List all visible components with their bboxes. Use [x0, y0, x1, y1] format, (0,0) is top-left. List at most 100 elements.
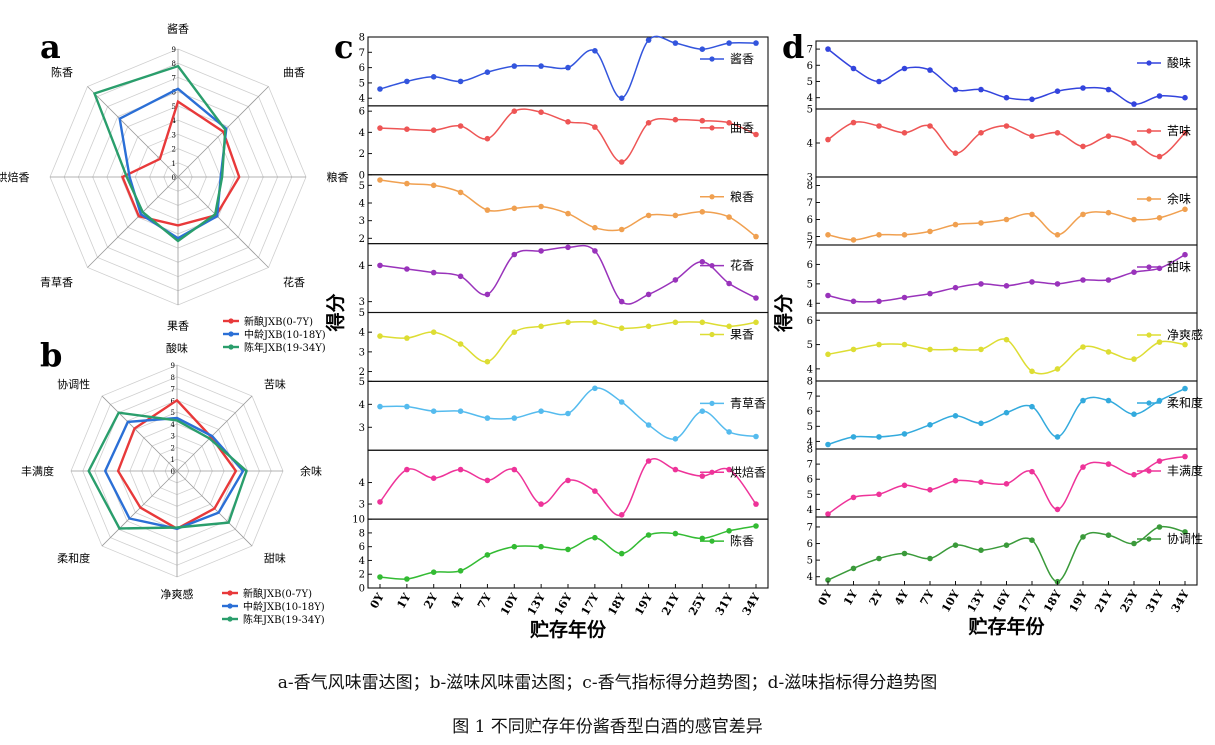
- subplot-frame: [367, 518, 769, 589]
- data-point: [592, 488, 598, 494]
- data-point: [1131, 140, 1137, 146]
- data-point: [592, 248, 598, 254]
- radar-series-polygon: [92, 64, 227, 243]
- data-point: [511, 543, 518, 550]
- data-point: [952, 284, 959, 291]
- data-point: [645, 291, 652, 298]
- data-point: [952, 542, 959, 548]
- series-line: [379, 320, 757, 363]
- data-point: [699, 259, 706, 265]
- data-point: [1080, 277, 1086, 283]
- radar-spoke: [87, 176, 179, 268]
- legend-marker: [1146, 60, 1152, 66]
- legend-marker: [227, 603, 233, 609]
- data-point: [978, 220, 984, 226]
- legend-entry: 曲香: [730, 121, 754, 135]
- y-tick-label: 4: [807, 505, 813, 516]
- y-tick-label: 2: [359, 149, 365, 160]
- data-point: [618, 512, 625, 518]
- data-point: [457, 189, 464, 196]
- data-point: [1156, 458, 1163, 464]
- subplot-frame: [367, 449, 769, 520]
- data-point: [404, 180, 410, 187]
- data-point: [511, 205, 518, 212]
- data-point: [430, 182, 437, 189]
- data-point: [430, 269, 437, 276]
- legend-marker: [1146, 332, 1152, 338]
- y-tick-label: 4: [359, 94, 365, 105]
- data-point: [825, 46, 831, 52]
- data-point: [404, 266, 410, 272]
- data-point: [927, 555, 933, 562]
- data-point: [618, 325, 625, 332]
- data-point: [850, 65, 857, 72]
- data-point: [825, 577, 831, 583]
- data-point: [952, 150, 959, 156]
- data-point: [645, 532, 652, 538]
- legend-entry: 中龄JXB(10-18Y): [243, 600, 325, 613]
- data-point: [1003, 409, 1010, 416]
- legend-entry: 花香: [730, 258, 754, 273]
- radar-spoke: [177, 176, 269, 268]
- data-point: [876, 491, 882, 498]
- data-point: [699, 209, 706, 215]
- y-tick-label: 4: [359, 400, 365, 411]
- y-tick-label: 7: [807, 198, 813, 209]
- legend-entry: 酱香: [730, 51, 754, 66]
- data-point: [753, 501, 759, 507]
- data-point: [901, 341, 908, 348]
- data-point: [1156, 524, 1163, 530]
- data-point: [538, 248, 544, 254]
- series-line: [827, 254, 1186, 303]
- data-point: [404, 126, 410, 132]
- data-point: [952, 477, 959, 484]
- stacked-line-chart-d: 4567酸味345苦味5678余味4567甜味456净爽感45678柔和度456…: [772, 40, 1203, 638]
- data-point: [565, 546, 571, 553]
- data-point: [699, 117, 706, 124]
- legend-entry: 新酿JXB(0-7Y): [243, 587, 312, 600]
- x-tick-label: 10Y: [498, 591, 521, 618]
- data-point: [927, 346, 933, 353]
- data-point: [565, 244, 571, 251]
- data-point: [430, 569, 437, 575]
- data-point: [377, 499, 383, 505]
- y-tick-label: 6: [807, 260, 813, 271]
- y-tick-label: 7: [807, 45, 813, 56]
- x-tick-label: 0Y: [368, 591, 387, 611]
- radar-axis-label: 苦味: [264, 378, 286, 391]
- x-tick-label: 13Y: [525, 591, 548, 618]
- radar-axis-label: 净爽感: [161, 587, 194, 601]
- data-point: [1029, 133, 1035, 139]
- data-point: [753, 433, 759, 440]
- data-point: [457, 341, 464, 347]
- data-point: [1054, 232, 1061, 238]
- data-point: [1054, 434, 1061, 440]
- subplot-frame: [815, 176, 1198, 246]
- radar-tick-label: 2: [172, 146, 176, 154]
- radar-axis-label: 曲香: [283, 66, 305, 79]
- data-point: [726, 280, 732, 287]
- y-tick-label: 3: [359, 423, 365, 434]
- data-point: [978, 420, 984, 427]
- y-tick-label: 5: [807, 105, 813, 116]
- data-point: [726, 323, 732, 330]
- radar-tick-label: 8: [172, 60, 176, 68]
- series-line: [379, 179, 757, 238]
- y-tick-label: 5: [359, 308, 365, 319]
- data-point: [753, 319, 759, 326]
- data-point: [645, 422, 652, 428]
- data-point: [538, 323, 544, 330]
- radar-axis-label: 花香: [283, 276, 305, 289]
- data-point: [430, 127, 437, 133]
- legend-box: [219, 314, 341, 354]
- radar-tick-label: 1: [172, 160, 176, 168]
- legend-entry: 协调性: [1167, 531, 1203, 546]
- data-point: [978, 281, 984, 287]
- data-point: [699, 473, 706, 479]
- data-point: [565, 119, 571, 125]
- y-tick-label: 6: [807, 316, 813, 327]
- legend-marker: [228, 331, 234, 337]
- data-point: [457, 273, 464, 280]
- y-tick-label: 10: [352, 515, 365, 526]
- data-point: [404, 335, 410, 341]
